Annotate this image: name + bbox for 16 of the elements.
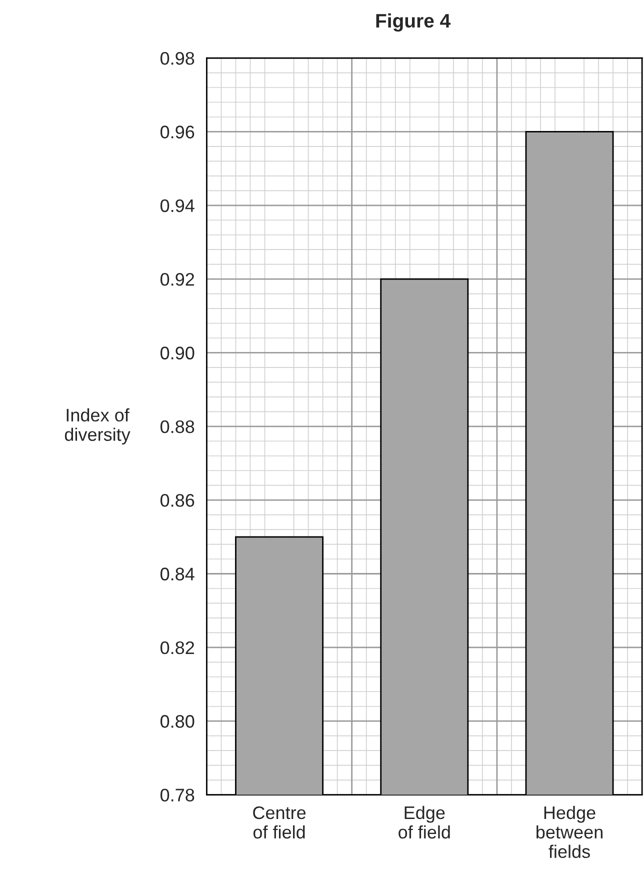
y-tick-label: 0.94 xyxy=(160,199,194,212)
y-tick-label: 0.96 xyxy=(160,126,194,138)
y-tick-label: 0.84 xyxy=(160,568,194,580)
y-tick-label: 0.82 xyxy=(160,641,194,654)
x-tick-label: Edge of field xyxy=(398,806,450,839)
chart-title: Figure 4 xyxy=(376,13,451,32)
y-tick-label: 0.78 xyxy=(160,788,194,802)
y-tick-label: 0.86 xyxy=(160,494,194,507)
y-tick-label: 0.92 xyxy=(160,272,194,286)
y-axis-title: Index of diversity xyxy=(64,408,130,445)
x-tick-label: Hedge between fields xyxy=(536,806,602,858)
y-tick-label: 0.98 xyxy=(160,52,194,65)
y-tick-label: 0.88 xyxy=(160,420,194,434)
y-tick-label: 0.80 xyxy=(160,715,194,728)
y-tick-label: 0.90 xyxy=(160,346,194,360)
x-tick-label: Centre of field xyxy=(253,806,306,839)
